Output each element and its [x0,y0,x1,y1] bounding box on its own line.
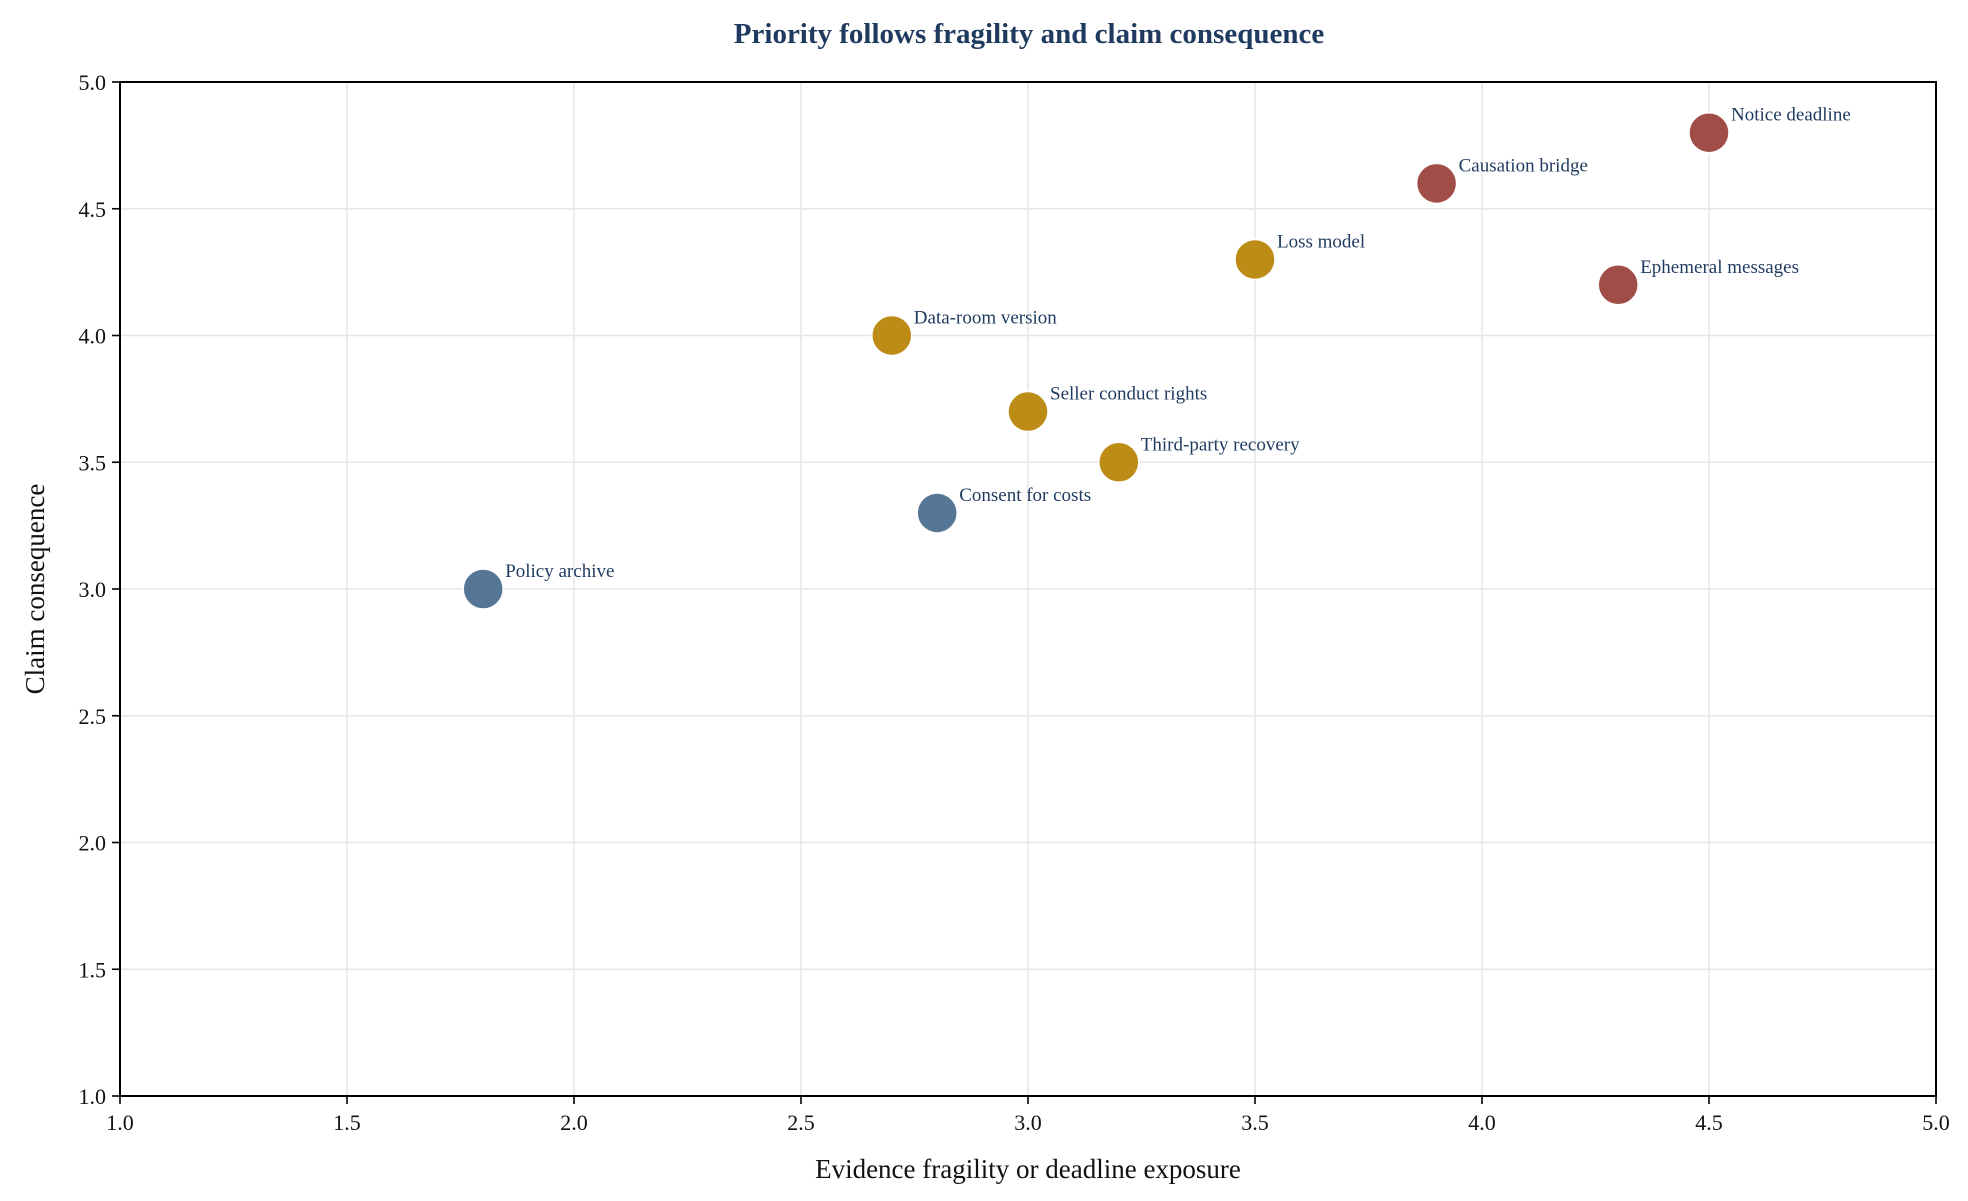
x-tick-label: 1.5 [333,1110,361,1135]
y-tick-label: 3.0 [79,577,107,602]
scatter-point [1007,390,1049,433]
point-label: Loss model [1277,231,1365,252]
scatter-point [1098,441,1140,483]
x-tick-label: 4.0 [1468,1110,1496,1135]
x-tick-label: 4.5 [1695,1110,1723,1135]
grid [119,81,1937,1097]
point-label: Causation bridge [1459,155,1588,176]
data-points: Notice deadline Causation bridge Ephemeral… [462,105,1851,610]
scatter-point [1688,111,1730,154]
scatter-point [1415,162,1458,205]
point-label: Consent for costs [959,485,1091,506]
x-axis-label: Evidence fragility or deadline exposure [815,1154,1241,1184]
scatter-point [1234,238,1276,281]
y-tick-label: 1.0 [79,1084,107,1109]
scatter-point [871,314,913,357]
x-tick-label: 3.5 [1241,1110,1269,1135]
y-tick-label: 2.5 [79,704,107,729]
y-tick-label: 4.0 [79,324,107,349]
y-axis-label: Claim consequence [20,484,50,695]
point-label: Seller conduct rights [1050,384,1207,405]
point-label: Notice deadline [1731,105,1851,126]
scatter-point [916,492,958,534]
y-tick-label: 3.5 [79,450,107,475]
y-tick-label: 1.5 [79,957,107,982]
x-tick-label: 2.0 [560,1110,588,1135]
plot-frame [119,81,1937,1097]
chart-title: Priority follows fragility and claim con… [734,18,1325,50]
axis-ticks: 1.0 1.5 2.0 2.5 3.0 3.5 4.0 4.5 5.0 1.0 1.5 2.0 2.5 3… [79,70,1950,1135]
point-label: Third-party recovery [1141,434,1300,455]
point-label: Data-room version [914,308,1057,329]
point-label: Ephemeral messages [1640,257,1799,278]
y-tick-label: 4.5 [79,197,107,222]
point-label: Policy archive [505,561,614,582]
y-tick-label: 2.0 [79,831,107,856]
scatter-point [1597,264,1639,306]
x-tick-label: 1.0 [106,1110,134,1135]
y-tick-label: 5.0 [79,70,107,95]
scatter-point [462,568,504,610]
x-tick-label: 5.0 [1922,1110,1950,1135]
x-tick-label: 2.5 [787,1110,815,1135]
x-tick-label: 3.0 [1014,1110,1042,1135]
